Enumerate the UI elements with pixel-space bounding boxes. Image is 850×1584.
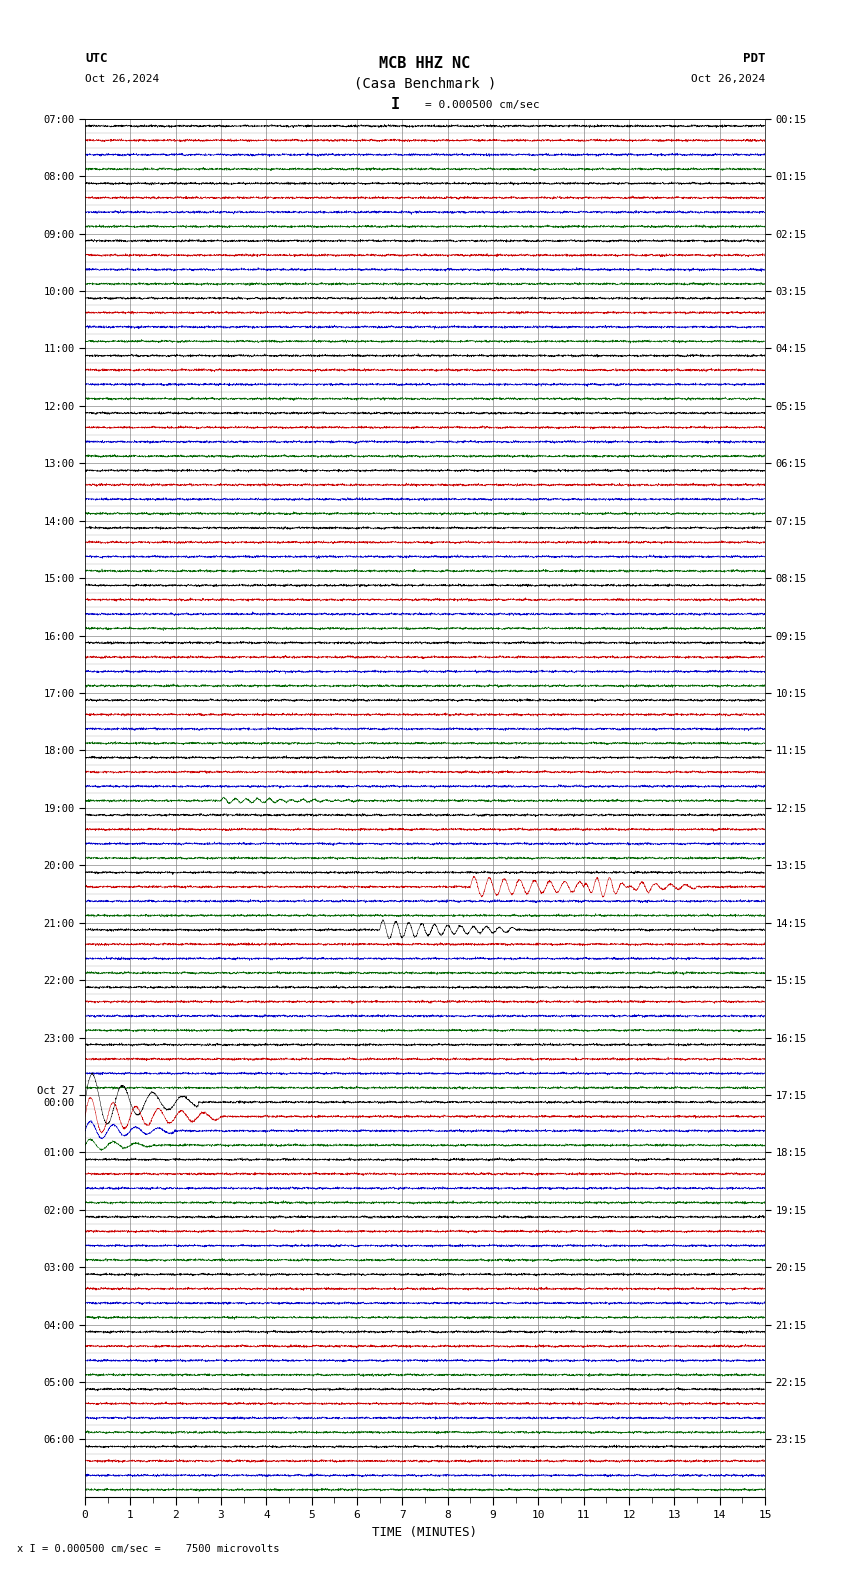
- Text: x I = 0.000500 cm/sec =    7500 microvolts: x I = 0.000500 cm/sec = 7500 microvolts: [17, 1544, 280, 1554]
- Text: Oct 26,2024: Oct 26,2024: [85, 74, 159, 84]
- Text: PDT: PDT: [743, 52, 765, 65]
- Text: Oct 26,2024: Oct 26,2024: [691, 74, 765, 84]
- Text: UTC: UTC: [85, 52, 107, 65]
- Text: (Casa Benchmark ): (Casa Benchmark ): [354, 78, 496, 90]
- Text: = 0.000500 cm/sec: = 0.000500 cm/sec: [425, 100, 540, 109]
- Text: I: I: [391, 97, 399, 112]
- X-axis label: TIME (MINUTES): TIME (MINUTES): [372, 1525, 478, 1538]
- Text: MCB HHZ NC: MCB HHZ NC: [379, 55, 471, 71]
